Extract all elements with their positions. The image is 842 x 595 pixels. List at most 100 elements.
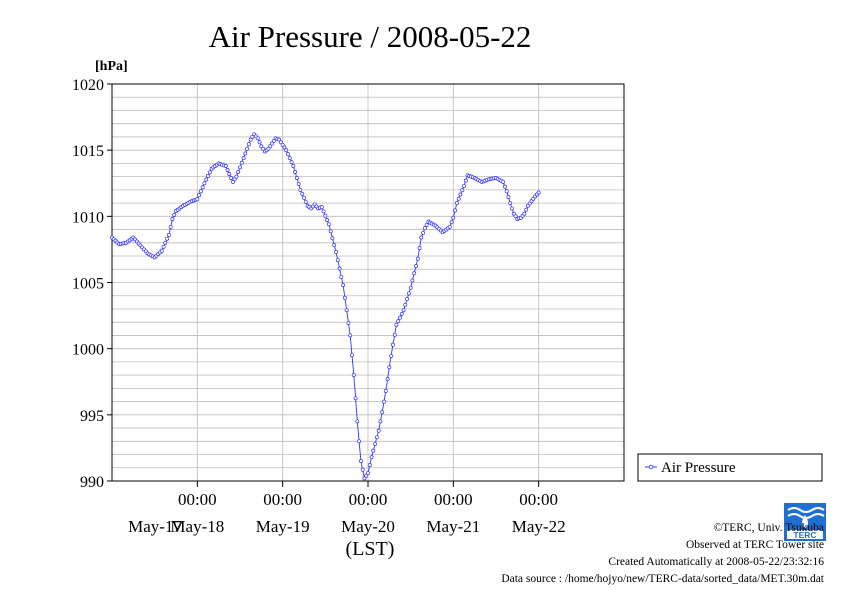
y-axis-ticks: 990 995 1000 1005 1010 1015 1020 — [72, 77, 112, 491]
data-point — [245, 146, 250, 151]
data-point — [161, 244, 166, 249]
data-point — [389, 353, 394, 358]
data-point — [350, 353, 354, 358]
data-point — [362, 476, 367, 481]
data-point — [302, 195, 306, 200]
data-point — [449, 220, 454, 225]
data-point — [284, 148, 289, 153]
y-tick-label: 1000 — [72, 342, 104, 359]
x-axis-label: (LST) — [346, 538, 395, 560]
data-point — [261, 146, 266, 151]
data-point — [282, 145, 287, 150]
data-point — [259, 144, 264, 149]
x-tick-date-label: May-21 — [426, 517, 480, 536]
data-point — [378, 419, 383, 424]
data-point — [348, 333, 353, 338]
data-point — [360, 467, 365, 472]
legend-point-marker — [648, 464, 654, 470]
data-point — [346, 320, 351, 325]
logo-text: TERC — [793, 530, 816, 540]
data-point — [198, 189, 203, 194]
series-line — [111, 133, 540, 480]
legend-box — [637, 453, 823, 482]
data-point — [394, 322, 399, 327]
data-point — [206, 174, 210, 178]
data-point — [202, 181, 207, 186]
x-tick-time-label: 00:00 — [349, 490, 388, 509]
data-point — [166, 232, 171, 237]
plot-grid — [112, 84, 624, 481]
data-point — [536, 190, 541, 195]
data-point — [367, 463, 372, 468]
data-point — [257, 140, 262, 145]
data-point — [270, 141, 274, 146]
data-point — [522, 211, 527, 216]
y-tick-label: 1015 — [72, 143, 104, 160]
data-point — [255, 136, 260, 141]
data-point — [230, 179, 235, 184]
data-point — [271, 138, 276, 143]
legend: Air Pressure — [637, 453, 823, 482]
data-point — [463, 178, 468, 183]
chart-title: Air Pressure / 2008-05-22 — [209, 19, 532, 54]
data-point — [200, 185, 205, 190]
legend-label: Air Pressure — [661, 460, 736, 476]
data-point — [277, 137, 282, 142]
data-point — [460, 188, 465, 193]
data-point — [396, 319, 401, 324]
data-point — [364, 473, 369, 478]
data-point — [223, 164, 228, 168]
data-point — [458, 192, 463, 197]
data-point — [207, 170, 212, 175]
data-point — [280, 142, 285, 147]
data-point — [168, 224, 173, 229]
data-point — [358, 459, 363, 464]
data-point — [390, 342, 395, 347]
data-point — [506, 195, 511, 200]
data-point — [376, 428, 381, 433]
y-tick-label: 1020 — [72, 77, 104, 94]
data-point — [508, 201, 513, 206]
data-point — [204, 177, 209, 182]
data-point — [417, 246, 422, 251]
y-tick-label: 995 — [80, 408, 104, 425]
data-point — [502, 184, 507, 189]
data-point — [241, 156, 246, 161]
data-point — [339, 274, 344, 279]
data-point — [456, 196, 461, 201]
data-point — [366, 471, 370, 476]
y-tick-label: 990 — [80, 474, 104, 491]
data-point — [424, 222, 429, 227]
data-point — [330, 236, 335, 241]
data-point — [323, 213, 328, 218]
data-point — [334, 250, 338, 255]
data-point — [225, 168, 230, 172]
data-point — [382, 399, 386, 404]
data-point — [383, 389, 388, 393]
data-point — [165, 236, 170, 241]
data-point — [387, 365, 392, 370]
x-tick-date-label: May-18 — [170, 517, 224, 536]
data-point — [286, 152, 290, 157]
data-point — [415, 256, 420, 261]
data-point — [159, 248, 164, 253]
data-point — [421, 230, 426, 235]
data-point — [298, 187, 303, 192]
data-point — [398, 315, 402, 320]
data-point — [524, 207, 529, 212]
data-point — [239, 160, 244, 165]
data-point — [294, 176, 299, 180]
data-point — [335, 258, 340, 263]
data-point — [328, 229, 333, 234]
data-point — [278, 140, 283, 145]
data-point — [454, 201, 459, 206]
data-point — [342, 295, 347, 300]
data-point — [243, 151, 248, 156]
x-axis-ticks: 00:00 May-18 00:00 May-19 00:00 May-20 00:00 Ma… — [128, 481, 566, 536]
data-point — [357, 439, 362, 444]
data-point — [319, 205, 324, 210]
data-point — [172, 213, 177, 217]
data-point — [341, 283, 346, 288]
terc-logo: TERC — [784, 503, 826, 541]
data-point — [462, 183, 466, 188]
